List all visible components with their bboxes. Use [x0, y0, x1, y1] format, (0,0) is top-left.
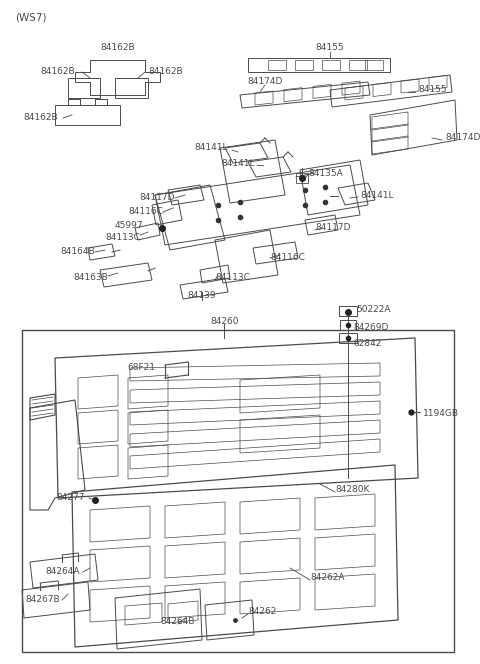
- Text: 84139: 84139: [188, 291, 216, 299]
- Text: 84155: 84155: [316, 44, 344, 52]
- Text: 84267B: 84267B: [25, 596, 60, 604]
- Bar: [365, 60, 383, 70]
- Text: 68F21: 68F21: [127, 363, 155, 373]
- Text: 1194GB: 1194GB: [423, 408, 459, 418]
- Text: 62842: 62842: [353, 339, 382, 347]
- Text: 84277: 84277: [57, 493, 85, 503]
- Text: 84162B: 84162B: [148, 68, 182, 76]
- Bar: [22, 330, 454, 652]
- Text: 84174D: 84174D: [247, 78, 283, 86]
- Bar: [339, 306, 357, 316]
- Text: 84262A: 84262A: [310, 574, 345, 582]
- Text: 84116C: 84116C: [270, 254, 305, 262]
- Text: 84141L: 84141L: [221, 159, 255, 167]
- Text: 84264B: 84264B: [161, 618, 195, 627]
- Text: 84162B: 84162B: [40, 68, 75, 76]
- Text: 84113C: 84113C: [215, 274, 250, 282]
- Bar: [296, 173, 308, 183]
- Text: 84135A: 84135A: [308, 169, 343, 177]
- Text: 84260: 84260: [211, 317, 239, 327]
- Bar: [340, 320, 356, 330]
- Bar: [339, 333, 357, 343]
- Text: 84117D: 84117D: [140, 193, 175, 203]
- Text: 84141L: 84141L: [360, 191, 394, 199]
- Text: 84262: 84262: [248, 608, 276, 616]
- Text: 84162B: 84162B: [24, 114, 58, 122]
- Bar: [268, 60, 286, 70]
- Text: 84162B: 84162B: [101, 44, 135, 52]
- Text: 84141L: 84141L: [194, 143, 228, 153]
- Text: 84117D: 84117D: [315, 224, 350, 232]
- Text: 84113C: 84113C: [105, 232, 140, 242]
- Text: 45997: 45997: [114, 220, 143, 230]
- Bar: [322, 60, 340, 70]
- Text: 50222A: 50222A: [356, 305, 391, 315]
- Text: 84264A: 84264A: [46, 568, 80, 576]
- Bar: [295, 60, 313, 70]
- Text: 84155: 84155: [418, 86, 446, 94]
- Text: 84280K: 84280K: [335, 485, 370, 495]
- Text: 84116C: 84116C: [128, 207, 163, 216]
- Text: 84163B: 84163B: [73, 274, 108, 282]
- Text: 84174D: 84174D: [445, 133, 480, 143]
- Text: 84269D: 84269D: [353, 323, 388, 333]
- Text: (WS7): (WS7): [15, 13, 47, 23]
- Text: 84164B: 84164B: [60, 248, 95, 256]
- Bar: [349, 60, 367, 70]
